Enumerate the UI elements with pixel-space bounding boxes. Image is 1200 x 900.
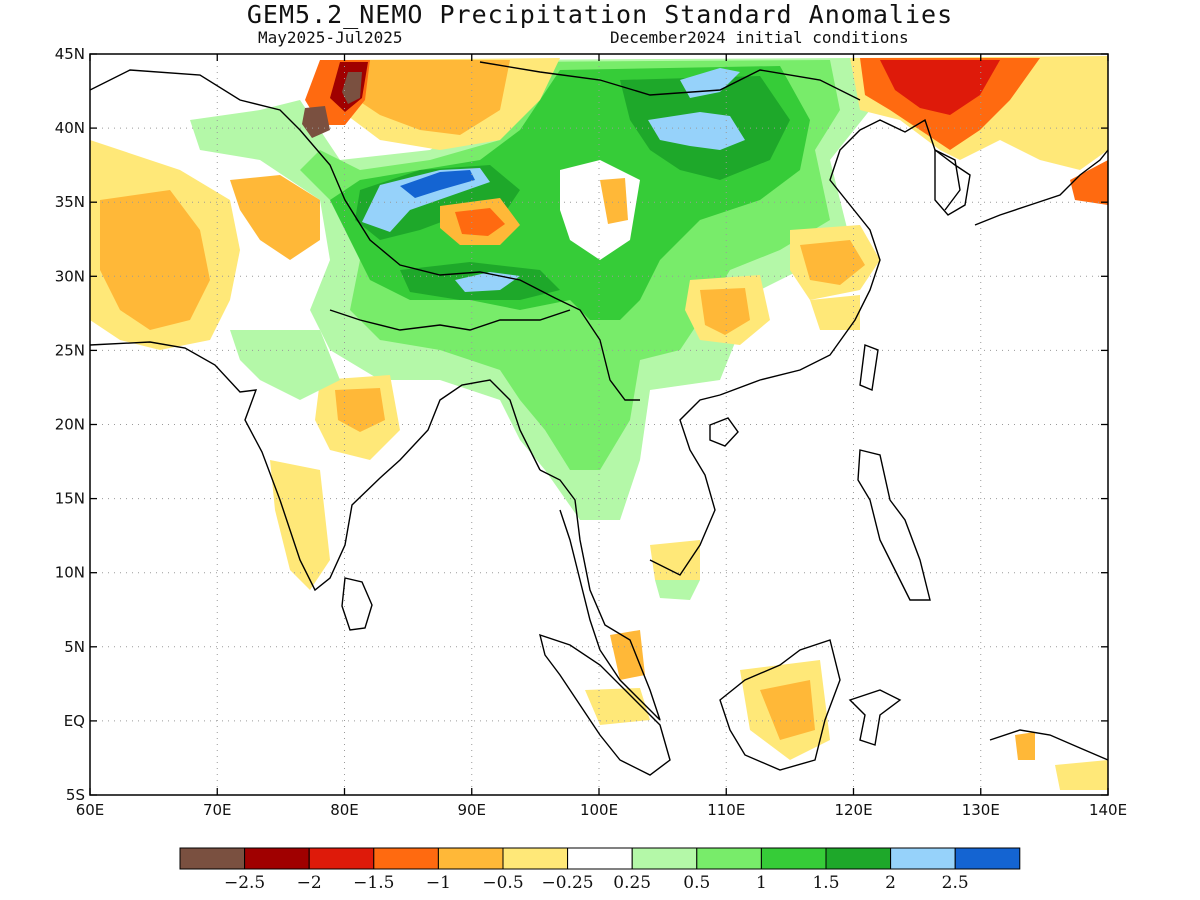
coastline-korea [934, 148, 971, 216]
dry-anomaly-region [650, 540, 700, 580]
colorbar-swatch [437, 847, 504, 870]
axis-ticks [89, 53, 1109, 796]
dry-anomaly-region [810, 295, 860, 330]
border-tibet [329, 309, 571, 331]
dry-anomaly-region [760, 680, 815, 740]
lat-tick-label: 15N [55, 490, 85, 508]
wet-anomaly-region [680, 68, 740, 98]
dry-anomaly-region [700, 288, 750, 335]
dry-anomaly-region [585, 688, 650, 725]
coastline-borneo [719, 639, 841, 771]
wet-anomaly-region [230, 330, 340, 400]
colorbar-swatch [696, 847, 762, 870]
lon-tick-label: 140E [1089, 801, 1127, 819]
colorbar-label: 1 [756, 873, 767, 893]
lat-tick-label: 35N [55, 193, 85, 211]
dry-anomaly-region [350, 60, 510, 135]
lat-tick-label: 45N [55, 45, 85, 63]
dry-anomaly-region [302, 106, 330, 138]
colorbar-swatch [890, 847, 956, 870]
colorbar-label: −1.5 [353, 873, 394, 893]
lat-tick-label: 5S [66, 786, 85, 804]
dry-anomaly-region [335, 388, 385, 432]
colorbar-label: 1.5 [812, 873, 839, 893]
lon-tick-label: 100E [580, 801, 618, 819]
dry-anomaly-region [270, 460, 330, 590]
lon-tick-label: 60E [76, 801, 105, 819]
lon-tick-label: 130E [962, 801, 1000, 819]
colorbar-swatch [308, 847, 375, 870]
coastline-newguinea [989, 729, 1108, 761]
colorbar-swatch [954, 847, 1021, 870]
colorbar-swatch [502, 847, 569, 870]
lat-tick-label: 10N [55, 564, 85, 582]
colorbar-label: −2.5 [224, 873, 265, 893]
colorbar-label: −0.5 [482, 873, 523, 893]
lon-tick-label: 90E [457, 801, 486, 819]
wet-anomaly-region [400, 170, 475, 198]
colorbar-label: 0.5 [683, 873, 710, 893]
colorbar-swatch [825, 847, 892, 870]
colorbar-label: 2.5 [942, 873, 969, 893]
dry-anomaly-region [1015, 732, 1035, 760]
lon-tick-label: 80E [330, 801, 359, 819]
lat-tick-label: 20N [55, 416, 85, 434]
coastline-sulawesi [848, 689, 902, 746]
lon-tick-label: 120E [834, 801, 872, 819]
dry-anomaly-region [342, 72, 362, 104]
colorbar-label: −2 [297, 873, 322, 893]
latitude-labels: 45N 40N 35N 30N 25N 20N 15N 10N 5N EQ 5S [55, 45, 85, 804]
dry-anomaly-region [1055, 760, 1108, 790]
lat-tick-label: 5N [64, 638, 85, 656]
lon-tick-label: 70E [203, 801, 232, 819]
dry-anomaly-region [230, 175, 320, 260]
colorbar-labels: −2.5 −2 −1.5 −1 −0.5 −0.25 0.25 0.5 1 1.5 2 2.5 [224, 873, 969, 893]
coastlines [90, 61, 1108, 776]
dry-anomaly-region [880, 60, 1000, 115]
coastline-philippines [857, 449, 931, 601]
colorbar-label: 0.25 [613, 873, 651, 893]
coastline-taiwan [859, 344, 879, 391]
lon-tick-label: 110E [707, 801, 745, 819]
lat-tick-label: 30N [55, 267, 85, 285]
lat-tick-label: EQ [64, 712, 85, 730]
forecast-period: May2025-Jul2025 [258, 28, 403, 47]
coastline-sumatra [539, 633, 671, 776]
dry-anomaly-region [600, 178, 628, 224]
colorbar-swatch [567, 847, 633, 870]
initial-conditions: December2024 initial conditions [610, 28, 909, 47]
colorbar-swatch [244, 847, 310, 870]
colorbar-swatch [373, 847, 439, 870]
wet-anomaly-region [648, 112, 745, 150]
colorbar-swatch [179, 847, 246, 870]
coastline-hainan [709, 417, 739, 447]
colorbar-label: 2 [885, 873, 896, 893]
colorbar-label: −0.25 [542, 873, 594, 893]
colorbar-swatch [631, 847, 698, 870]
wet-anomaly-region [655, 580, 700, 600]
border-mongolia [479, 61, 861, 101]
colorbar-label: −1 [426, 873, 451, 893]
map-title: GEM5.2_NEMO Precipitation Standard Anoma… [246, 0, 954, 29]
border-central-asia [90, 69, 640, 401]
dry-anomaly-region [455, 208, 505, 236]
coastline-japan [974, 149, 1108, 226]
dry-anomaly-region [1070, 160, 1108, 205]
coastline-indochina [539, 469, 661, 721]
colorbar-swatch [760, 847, 827, 870]
coastline-srilanka [341, 577, 373, 631]
dry-anomaly-region [800, 240, 865, 285]
coastline-india [90, 341, 541, 592]
colorbar [179, 847, 1021, 870]
longitude-labels: 60E 70E 80E 90E 100E 110E 120E 130E 140E [76, 801, 1127, 819]
dry-anomaly-region [100, 190, 210, 330]
dry-anomaly-region [610, 630, 645, 680]
coastline-vietnam [649, 394, 721, 576]
lat-tick-label: 40N [55, 119, 85, 137]
lat-tick-label: 25N [55, 341, 85, 359]
